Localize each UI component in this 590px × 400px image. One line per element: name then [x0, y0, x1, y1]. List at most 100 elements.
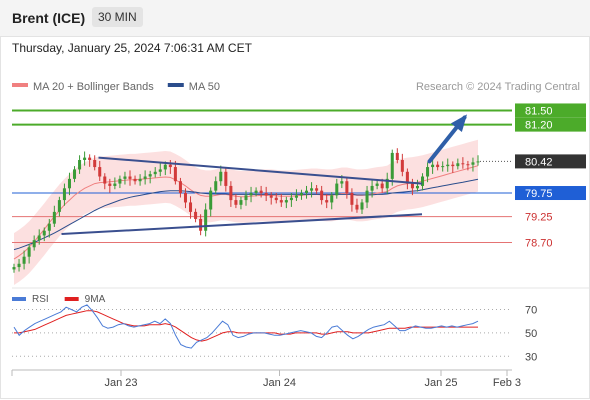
candle-body: [249, 193, 253, 196]
candle-body: [310, 188, 314, 191]
candle-body: [183, 193, 187, 203]
candle-body: [67, 178, 71, 189]
candle-body: [108, 183, 112, 186]
candle-body: [375, 183, 379, 186]
candle-body: [461, 163, 465, 165]
osc-tick-label: 70: [525, 305, 537, 317]
candle-body: [320, 190, 324, 201]
candle-body: [173, 167, 177, 182]
legend-label: MA 20 + Bollinger Bands: [33, 81, 154, 93]
candle-body: [123, 176, 127, 179]
rsi-ma-line: [14, 310, 478, 342]
candle-body: [325, 200, 329, 203]
candle-body: [138, 178, 142, 182]
bollinger-band: [14, 139, 478, 285]
candle-body: [113, 183, 117, 186]
candle-body: [431, 164, 435, 168]
legend-label: MA 50: [189, 81, 220, 93]
candle-body: [476, 161, 480, 163]
price-label: 81.50: [525, 105, 553, 117]
candle-body: [153, 171, 157, 175]
candle-body: [269, 195, 273, 198]
candle-body: [254, 190, 258, 194]
candle-body: [234, 200, 238, 205]
candle-body: [421, 176, 425, 186]
osc-tick-label: 30: [525, 351, 537, 363]
candle-body: [451, 164, 455, 167]
candle-body: [98, 167, 102, 177]
candle-body: [405, 171, 409, 184]
candle-body: [158, 169, 162, 172]
price-label: 79.25: [525, 212, 553, 224]
candle-body: [22, 256, 26, 264]
candle-body: [239, 200, 243, 205]
candle-body: [168, 164, 172, 168]
x-tick-label: Jan 24: [263, 377, 296, 389]
candle-body: [289, 197, 293, 201]
candle-body: [57, 200, 61, 212]
candle-body: [47, 223, 51, 231]
legend-swatch: [12, 297, 26, 301]
candle-body: [209, 190, 213, 210]
osc-tick-label: 50: [525, 328, 537, 340]
candle-body: [42, 230, 46, 236]
interval-badge[interactable]: 30 MIN: [92, 7, 143, 27]
candle-body: [204, 209, 208, 231]
price-label: 81.20: [525, 120, 553, 132]
candle-body: [73, 169, 77, 179]
trend-line: [98, 156, 423, 185]
x-tick-label: Jan 25: [424, 377, 457, 389]
candle-body: [441, 166, 445, 168]
legend-swatch: [167, 83, 184, 87]
price-label: 80.42: [525, 156, 553, 168]
candle-body: [17, 263, 21, 268]
candle-body: [118, 178, 122, 184]
candle-body: [219, 171, 223, 182]
price-label: 79.75: [525, 188, 553, 200]
instrument-title: Brent (ICE): [12, 10, 86, 26]
candle-body: [390, 152, 394, 179]
candle-body: [264, 193, 268, 196]
candle-body: [12, 267, 16, 270]
candle-body: [199, 218, 203, 231]
candle-body: [128, 176, 132, 179]
candle-body: [178, 181, 182, 194]
candle-body: [415, 185, 419, 189]
candle-body: [52, 211, 56, 224]
candle-body: [410, 183, 414, 189]
candle-body: [214, 181, 218, 191]
price-label-box: [515, 186, 586, 201]
chart-credit: Research © 2024 Trading Central: [416, 81, 580, 93]
candle-body: [315, 188, 319, 191]
price-label-box: [515, 154, 586, 169]
candle-body: [103, 176, 107, 184]
candle-body: [274, 197, 278, 201]
candle-body: [330, 195, 334, 203]
x-tick-label: Feb 3: [493, 377, 521, 389]
candle-body: [370, 185, 374, 191]
candle-body: [194, 211, 198, 219]
rsi-line: [13, 304, 479, 349]
candle-body: [350, 193, 354, 205]
candle-body: [279, 200, 283, 203]
legend-label: RSI: [32, 294, 49, 305]
candle-body: [400, 159, 404, 172]
candle-body: [93, 159, 97, 168]
candle-body: [365, 190, 369, 203]
candle-body: [345, 181, 349, 194]
candle-body: [466, 164, 470, 166]
candle-body: [143, 176, 147, 179]
candle-body: [385, 178, 389, 189]
candle-body: [436, 164, 440, 168]
candle-body: [355, 204, 359, 210]
candle-body: [360, 202, 364, 210]
candle-body: [27, 247, 31, 257]
candle-body: [259, 190, 263, 194]
timestamp: Thursday, January 25, 2024 7:06:31 AM CE…: [12, 41, 252, 55]
projection-arrow-head: [450, 114, 467, 133]
candle-body: [83, 157, 87, 160]
candle-body: [62, 188, 66, 201]
candle-body: [395, 152, 399, 160]
candle-body: [299, 193, 303, 196]
